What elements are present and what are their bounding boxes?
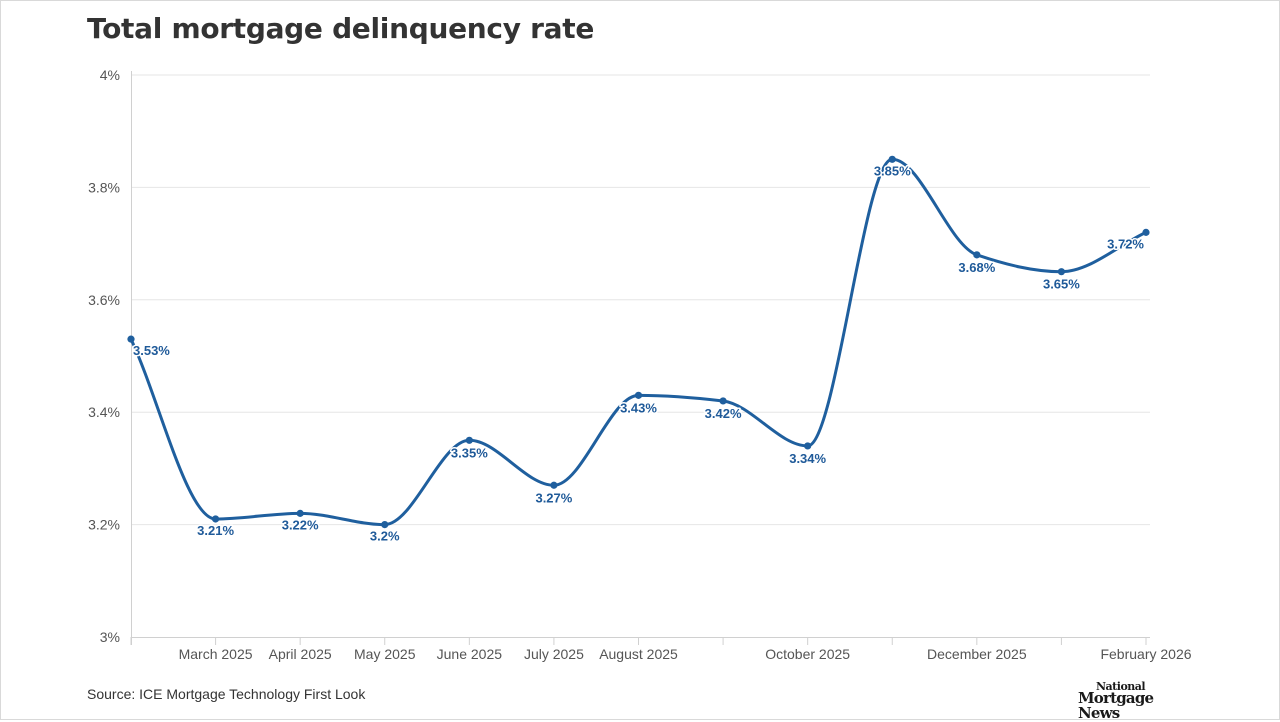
data-label: 3.27% xyxy=(535,490,572,505)
data-label: 3.34% xyxy=(789,451,826,466)
data-label: 3.42% xyxy=(705,406,742,421)
x-tick-label: June 2025 xyxy=(437,646,503,662)
data-point xyxy=(804,442,812,450)
x-tick-label: May 2025 xyxy=(354,646,416,662)
y-tick-label: 4% xyxy=(100,67,120,83)
data-point xyxy=(973,251,981,259)
x-tick-label: July 2025 xyxy=(524,646,584,662)
y-tick-label: 3.8% xyxy=(88,179,120,195)
data-point xyxy=(211,515,220,523)
series-line xyxy=(129,157,1148,527)
data-label: 3.72% xyxy=(1107,236,1144,251)
y-tick-label: 3.4% xyxy=(88,404,120,420)
data-label: 3.2% xyxy=(370,529,400,544)
data-point xyxy=(550,481,558,489)
x-tick-label: October 2025 xyxy=(765,646,850,662)
data-point xyxy=(1057,268,1066,276)
data-point xyxy=(127,335,135,343)
y-tick-label: 3% xyxy=(100,629,120,645)
x-tick-label: December 2025 xyxy=(927,646,1027,662)
data-label: 3.53% xyxy=(133,343,170,358)
y-tick-label: 3.6% xyxy=(88,292,120,308)
x-tick-label: March 2025 xyxy=(179,646,253,662)
data-point xyxy=(296,509,304,517)
brand-logo: National Mortgage News xyxy=(1078,680,1154,722)
y-tick-label: 3.2% xyxy=(88,517,120,533)
data-label: 3.68% xyxy=(958,260,995,275)
data-point xyxy=(634,391,643,399)
data-label: 3.85% xyxy=(874,163,911,178)
x-tick-label: August 2025 xyxy=(599,646,678,662)
data-point xyxy=(465,436,473,444)
data-label: 3.21% xyxy=(197,523,234,538)
data-point xyxy=(381,521,389,529)
data-label: 3.43% xyxy=(620,400,657,415)
source-note: Source: ICE Mortgage Technology First Lo… xyxy=(87,686,366,702)
data-point xyxy=(888,155,896,163)
data-point xyxy=(1142,228,1150,236)
data-label: 3.65% xyxy=(1043,277,1080,292)
data-label: 3.35% xyxy=(451,445,488,460)
x-tick-label: April 2025 xyxy=(269,646,332,662)
x-tick-label: February 2026 xyxy=(1100,646,1191,662)
chart-title: Total mortgage delinquency rate xyxy=(87,12,595,45)
data-label: 3.22% xyxy=(282,517,319,532)
data-point xyxy=(719,397,727,405)
